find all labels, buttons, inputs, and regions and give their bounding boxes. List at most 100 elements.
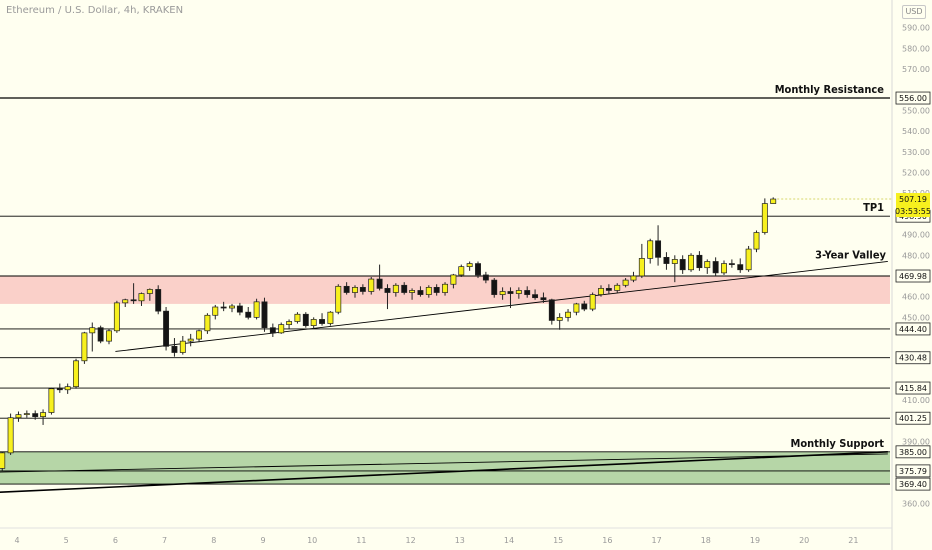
candle[interactable]: [417, 286, 424, 297]
candle[interactable]: [335, 284, 342, 315]
candle[interactable]: [179, 335, 186, 355]
candle[interactable]: [15, 411, 22, 422]
candle[interactable]: [532, 289, 539, 300]
candle[interactable]: [40, 409, 47, 425]
candle[interactable]: [343, 282, 350, 295]
candle[interactable]: [0, 451, 6, 471]
candle[interactable]: [671, 255, 678, 283]
candle[interactable]: [499, 287, 506, 300]
candle[interactable]: [7, 413, 14, 455]
candle[interactable]: [688, 253, 694, 272]
candle[interactable]: [294, 312, 301, 324]
candle[interactable]: [56, 383, 63, 393]
candle[interactable]: [598, 285, 604, 297]
candle[interactable]: [475, 261, 481, 279]
candle[interactable]: [573, 302, 580, 316]
candle[interactable]: [745, 245, 752, 272]
candle[interactable]: [630, 271, 637, 283]
candle[interactable]: [466, 261, 473, 271]
candle[interactable]: [482, 271, 489, 284]
candle[interactable]: [310, 317, 317, 329]
trendline-0[interactable]: [115, 261, 888, 352]
candle[interactable]: [269, 323, 276, 338]
currency-badge[interactable]: USD: [902, 5, 926, 19]
candle[interactable]: [253, 298, 260, 320]
candle[interactable]: [704, 259, 711, 274]
candle[interactable]: [359, 284, 366, 295]
candle[interactable]: [392, 283, 399, 297]
candle[interactable]: [450, 273, 457, 289]
candle[interactable]: [712, 257, 719, 276]
candle[interactable]: [409, 288, 416, 300]
candle[interactable]: [204, 313, 211, 334]
candle[interactable]: [368, 277, 375, 295]
candle[interactable]: [352, 285, 358, 298]
candle[interactable]: [384, 284, 391, 310]
candle[interactable]: [507, 287, 514, 309]
candle[interactable]: [556, 313, 563, 330]
candle[interactable]: [540, 292, 547, 303]
candle[interactable]: [401, 282, 408, 295]
candle[interactable]: [278, 322, 285, 334]
candle[interactable]: [212, 304, 219, 320]
candle[interactable]: [64, 383, 71, 394]
candle[interactable]: [565, 309, 571, 322]
candle[interactable]: [663, 252, 670, 270]
candle[interactable]: [146, 288, 153, 301]
candle[interactable]: [622, 278, 629, 288]
candle[interactable]: [442, 282, 448, 296]
candle[interactable]: [655, 225, 662, 266]
candle[interactable]: [327, 311, 334, 326]
candle[interactable]: [302, 312, 309, 328]
candle[interactable]: [286, 319, 293, 329]
candle[interactable]: [89, 322, 96, 352]
candle[interactable]: [425, 285, 432, 298]
candle[interactable]: [721, 260, 727, 275]
candle[interactable]: [220, 301, 227, 312]
candle[interactable]: [171, 338, 178, 357]
candle[interactable]: [97, 325, 104, 344]
candle[interactable]: [458, 264, 465, 278]
candle[interactable]: [515, 287, 522, 299]
candle[interactable]: [696, 251, 703, 271]
candle[interactable]: [638, 243, 645, 279]
candle[interactable]: [73, 358, 79, 389]
candle[interactable]: [605, 284, 612, 294]
candle[interactable]: [761, 198, 768, 235]
candle[interactable]: [229, 303, 235, 313]
candle[interactable]: [376, 264, 383, 291]
candle[interactable]: [770, 197, 777, 204]
candle[interactable]: [728, 259, 735, 268]
candle[interactable]: [581, 300, 588, 312]
candle[interactable]: [737, 258, 744, 273]
candle[interactable]: [155, 285, 162, 315]
candle[interactable]: [589, 292, 596, 312]
candle[interactable]: [261, 297, 268, 332]
candle[interactable]: [187, 333, 194, 347]
candle[interactable]: [122, 298, 129, 308]
candle[interactable]: [113, 300, 120, 333]
trendline-2[interactable]: [0, 453, 888, 473]
candle[interactable]: [106, 328, 112, 345]
candle[interactable]: [81, 331, 88, 364]
candle[interactable]: [130, 283, 137, 304]
candle[interactable]: [48, 387, 55, 415]
candle[interactable]: [679, 255, 686, 274]
candle[interactable]: [245, 307, 252, 320]
candle[interactable]: [548, 298, 555, 325]
candle[interactable]: [647, 238, 654, 264]
candle[interactable]: [23, 410, 30, 418]
candle[interactable]: [236, 302, 243, 316]
candle[interactable]: [319, 313, 325, 326]
candle[interactable]: [614, 283, 621, 293]
candle[interactable]: [138, 292, 145, 306]
candle[interactable]: [491, 278, 498, 298]
candle[interactable]: [32, 410, 39, 420]
candle[interactable]: [433, 284, 440, 296]
candle[interactable]: [524, 286, 531, 298]
trendline-1[interactable]: [0, 451, 888, 493]
candle[interactable]: [163, 307, 170, 351]
candle[interactable]: [196, 329, 202, 343]
candle[interactable]: [753, 230, 760, 253]
